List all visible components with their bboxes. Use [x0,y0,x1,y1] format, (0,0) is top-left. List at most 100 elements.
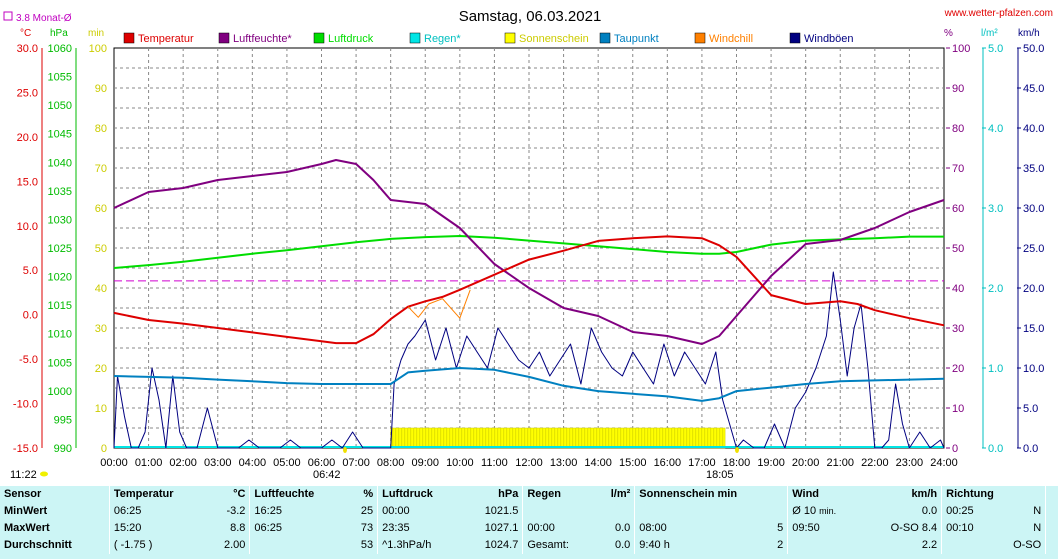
pressure-tick-label: 1015 [48,300,72,312]
pressure-avg-value: 1024.7 [484,539,519,551]
chart-grid [113,47,945,449]
pressure-min-time: 00:00 [377,503,463,520]
direction-min-value: N [1033,505,1042,517]
temp-max-value: 8.8 [230,522,246,534]
wind-tick-label: 20.0 [1023,283,1044,295]
pressure-tick-label: 1025 [48,243,72,255]
temp-tick-label: 5.0 [23,265,38,277]
x-tick-label: 00:00 [100,457,128,469]
wind-unit: km/h [1018,28,1040,39]
pressure-tick-label: 990 [54,443,72,455]
humidity-tick-label: 0 [952,443,958,455]
sunshine-tick-label: 20 [95,363,107,375]
temp-tick-label: 20.0 [17,132,38,144]
website-link[interactable]: www.wetter-pfalzen.com [944,8,1053,19]
x-tick-label: 04:00 [239,457,267,469]
row-label-min: MinWert [4,505,48,517]
x-tick-label: 10:00 [446,457,474,469]
monthly-avg-marker-icon [3,11,13,21]
pressure-header: Luftdruck [377,486,463,503]
sunrise-sun-icon [343,447,347,453]
series-line-windben [113,271,945,449]
rain-unit-header: l/m² [610,488,631,500]
pressure-tick-label: 1000 [48,386,72,398]
sunshine-tick-label: 30 [95,323,107,335]
row-label-max: MaxWert [4,522,50,534]
row-label-sensor: Sensor [4,488,42,500]
temp-min-time: 06:25 [108,503,208,520]
sunset-label: 18:05 [706,469,734,481]
statistics-table: Sensor Temperatur °C Luftfeuchte % Luftd… [0,486,1058,559]
legend-swatch [313,32,325,44]
temp-avg-value: 2.00 [224,539,246,551]
rain-tick-label: 1.0 [988,363,1003,375]
legend-label: Windchill [709,33,753,45]
rain-total-label: Gesamt: [522,537,595,554]
humidity-min-value: 25 [360,505,374,517]
humidity-min-time: 16:25 [249,503,348,520]
x-tick-label: 16:00 [654,457,682,469]
x-tick-label: 14:00 [584,457,612,469]
x-tick-label: 05:00 [273,457,301,469]
pressure-tick-label: 1010 [48,329,72,341]
temp-tick-label: 15.0 [17,176,38,188]
humidity-avg-value: 53 [360,539,374,551]
humidity-tick-label: 50 [952,243,964,255]
x-tick-label: 03:00 [204,457,232,469]
series-line-temperatur [113,235,945,345]
temp-tick-label: -10.0 [13,399,38,411]
direction-header: Richtung [941,486,1046,503]
temp-tick-label: 30.0 [17,43,38,55]
temp-unit-header: °C [233,488,246,500]
humidity-tick-label: 90 [952,83,964,95]
humidity-tick-label: 40 [952,283,964,295]
rain-total-value: 0.0 [614,539,631,551]
x-tick-label: 08:00 [377,457,405,469]
wind-min-label: Ø 10 [792,505,817,517]
chart-plot-area [113,159,945,449]
wind-max-dir: O-SO [890,522,919,534]
x-tick-label: 17:00 [688,457,716,469]
pressure-tick-label: 1035 [48,186,72,198]
wind-tick-label: 5.0 [1023,403,1038,415]
legend-swatch [789,32,801,44]
humidity-tick-label: 100 [952,43,970,55]
series-line-windchill [407,289,471,319]
x-tick-label: 11:00 [481,457,508,469]
temp-avg-note: ( -1.75 ) [108,537,208,554]
rain-max-time: 00:00 [522,520,595,537]
wind-tick-label: 30.0 [1023,203,1044,215]
legend-swatch [123,32,135,44]
sunshine-tick-label: 0 [101,443,107,455]
wind-min-sub: min. [819,506,837,516]
humidity-tick-label: 70 [952,163,964,175]
humidity-max-value: 73 [360,522,374,534]
rain-max-value: 0.0 [614,522,631,534]
wind-avg-value: 2.2 [921,539,938,551]
sunshine-max-time: 08:00 [634,520,747,537]
x-tick-label: 23:00 [896,457,924,469]
pressure-max-time: 23:35 [377,520,463,537]
series-line-luftdruck [113,235,944,269]
temp-min-value: -3.2 [226,505,246,517]
humidity-tick-label: 20 [952,363,964,375]
legend-swatch [409,32,421,44]
temp-unit: °C [20,28,31,39]
legend-label: Taupunkt [614,33,659,45]
sunset-sun-icon [735,447,739,453]
humidity-unit-header: % [363,488,374,500]
rain-tick-label: 0.0 [988,443,1003,455]
humidity-max-time: 06:25 [249,520,348,537]
chart-legend: Temperatur Luftfeuchte* Luftdruck Regen* Son… [123,32,854,45]
pressure-tick-label: 1050 [48,100,72,112]
pressure-tick-label: 1005 [48,357,72,369]
pressure-tick-label: 1030 [48,214,72,226]
x-tick-label: 18:00 [723,457,751,469]
x-tick-label: 22:00 [861,457,889,469]
wind-max-value: 8.4 [921,522,938,534]
wind-tick-label: 25.0 [1023,243,1044,255]
pressure-tick-label: 1045 [48,129,72,141]
current-time-label: 11:22 [10,469,37,481]
rain-tick-label: 4.0 [988,123,1003,135]
series-line-taupunkt [113,367,945,402]
